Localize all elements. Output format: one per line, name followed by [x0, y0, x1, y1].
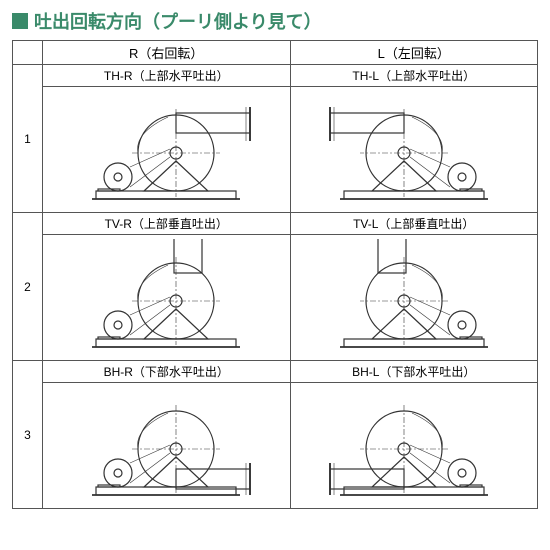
page-title: 吐出回転方向（プーリ側より見て）: [34, 8, 322, 34]
config-label: TV-L（上部垂直吐出）: [290, 213, 538, 235]
blower-diagram: [66, 387, 266, 505]
rotation-table: R（右回転） L（左回転） 1TH-R（上部水平吐出）TH-L（上部水平吐出）: [12, 40, 538, 509]
header-r: R（右回転）: [43, 41, 291, 65]
diagram-cell: [43, 383, 291, 509]
blower-diagram: [66, 91, 266, 209]
label-row: 1TH-R（上部水平吐出）TH-L（上部水平吐出）: [13, 65, 538, 87]
label-row: 2TV-R（上部垂直吐出）TV-L（上部垂直吐出）: [13, 213, 538, 235]
diagram-cell: [290, 235, 538, 361]
header-blank: [13, 41, 43, 65]
diagram-cell: [43, 87, 291, 213]
row-number: 1: [13, 65, 43, 213]
header-l: L（左回転）: [290, 41, 538, 65]
blower-diagram: [66, 239, 266, 357]
diagram-cell: [43, 235, 291, 361]
blower-diagram: [314, 239, 514, 357]
config-label: TH-L（上部水平吐出）: [290, 65, 538, 87]
blower-diagram: [314, 387, 514, 505]
diagram-row: [13, 87, 538, 213]
config-label: BH-L（下部水平吐出）: [290, 361, 538, 383]
header-row: R（右回転） L（左回転）: [13, 41, 538, 65]
config-label: BH-R（下部水平吐出）: [43, 361, 291, 383]
title-row: 吐出回転方向（プーリ側より見て）: [12, 8, 538, 34]
diagram-cell: [290, 87, 538, 213]
diagram-cell: [290, 383, 538, 509]
row-number: 2: [13, 213, 43, 361]
label-row: 3BH-R（下部水平吐出）BH-L（下部水平吐出）: [13, 361, 538, 383]
row-number: 3: [13, 361, 43, 509]
config-label: TH-R（上部水平吐出）: [43, 65, 291, 87]
diagram-row: [13, 235, 538, 361]
diagram-row: [13, 383, 538, 509]
title-square-icon: [12, 13, 28, 29]
config-label: TV-R（上部垂直吐出）: [43, 213, 291, 235]
blower-diagram: [314, 91, 514, 209]
